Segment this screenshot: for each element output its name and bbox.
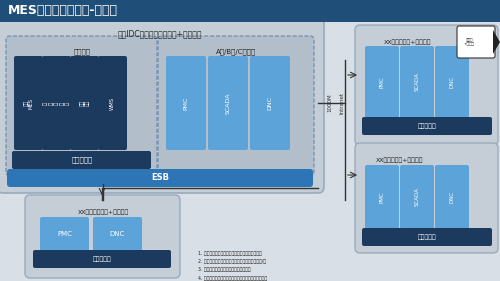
Text: DNC: DNC [110, 231, 125, 237]
Text: MES分布式架构规划-概念图: MES分布式架构规划-概念图 [8, 4, 118, 17]
FancyBboxPatch shape [365, 46, 399, 118]
Text: 1000M: 1000M [328, 94, 332, 112]
FancyBboxPatch shape [435, 46, 469, 118]
Text: ESB: ESB [151, 173, 169, 182]
Text: 集团
MES: 集团 MES [24, 98, 34, 108]
FancyBboxPatch shape [93, 217, 142, 251]
FancyBboxPatch shape [435, 165, 469, 229]
Text: PMC: PMC [184, 96, 188, 110]
Text: 1. 需要低延迟、反应快、不能断的模块部署在本地: 1. 需要低延迟、反应快、不能断的模块部署在本地 [198, 250, 262, 255]
Text: 2. 通用性强且对实时性要求不高的统一部署在集团/云: 2. 通用性强且对实时性要求不高的统一部署在集团/云 [198, 259, 266, 264]
FancyBboxPatch shape [98, 56, 127, 150]
Text: DNC: DNC [268, 96, 272, 110]
FancyBboxPatch shape [362, 228, 492, 246]
FancyBboxPatch shape [14, 56, 43, 150]
Polygon shape [493, 30, 500, 54]
Text: 4. 工厂只需部署满足生产的小型关系型数据库，且不需: 4. 工厂只需部署满足生产的小型关系型数据库，且不需 [198, 276, 267, 281]
FancyBboxPatch shape [7, 169, 313, 187]
FancyBboxPatch shape [6, 36, 157, 176]
FancyBboxPatch shape [166, 56, 206, 150]
FancyBboxPatch shape [42, 56, 71, 150]
Text: 本地数据库: 本地数据库 [418, 234, 436, 240]
Text: PMC: PMC [380, 191, 384, 203]
Text: 本地数据库: 本地数据库 [92, 256, 112, 262]
Text: PMC: PMC [57, 231, 72, 237]
FancyBboxPatch shape [0, 0, 500, 22]
FancyBboxPatch shape [0, 18, 324, 193]
Text: SCADA: SCADA [414, 72, 420, 91]
FancyBboxPatch shape [158, 36, 314, 176]
FancyBboxPatch shape [457, 26, 495, 58]
FancyBboxPatch shape [40, 217, 89, 251]
Text: DNC: DNC [450, 76, 454, 88]
Text: PMC: PMC [380, 76, 384, 88]
FancyBboxPatch shape [12, 151, 151, 169]
Text: SCADA: SCADA [414, 187, 420, 207]
Text: XX工厂（虚拟化+实体机）: XX工厂（虚拟化+实体机） [78, 209, 128, 215]
Text: 集团IDC核心机房（虚拟化+实体机）: 集团IDC核心机房（虚拟化+实体机） [118, 30, 202, 38]
Text: DNC: DNC [450, 191, 454, 203]
Text: WMS: WMS [110, 96, 115, 110]
Text: XX区（虚拟化+实体机）: XX区（虚拟化+实体机） [376, 157, 424, 163]
FancyBboxPatch shape [400, 165, 434, 229]
FancyBboxPatch shape [70, 56, 99, 150]
Text: 虚拟化
+实体机: 虚拟化 +实体机 [464, 38, 474, 46]
FancyBboxPatch shape [400, 46, 434, 118]
FancyBboxPatch shape [250, 56, 290, 150]
Text: 集团
报表: 集团 报表 [80, 100, 90, 106]
FancyBboxPatch shape [355, 25, 498, 145]
FancyBboxPatch shape [355, 143, 498, 253]
FancyBboxPatch shape [25, 195, 180, 278]
Text: 本地数据库: 本地数据库 [418, 123, 436, 129]
Text: A厂/B厂/C厂部署: A厂/B厂/C厂部署 [216, 49, 256, 55]
FancyBboxPatch shape [365, 165, 399, 229]
Text: XX区（虚拟化+实体机）: XX区（虚拟化+实体机） [384, 39, 432, 45]
Text: 集团部署: 集团部署 [74, 49, 90, 55]
Text: Intranet: Intranet [340, 92, 344, 114]
Text: 主
生
产
系
统: 主 生 产 系 统 [43, 101, 70, 105]
FancyBboxPatch shape [208, 56, 248, 150]
Text: SCADA: SCADA [226, 92, 230, 114]
FancyBboxPatch shape [362, 117, 492, 135]
Text: 3. 集团部署报表服务器和报表服务数据库: 3. 集团部署报表服务器和报表服务数据库 [198, 268, 250, 273]
FancyBboxPatch shape [33, 250, 171, 268]
Text: 集团数据库: 集团数据库 [72, 157, 92, 163]
